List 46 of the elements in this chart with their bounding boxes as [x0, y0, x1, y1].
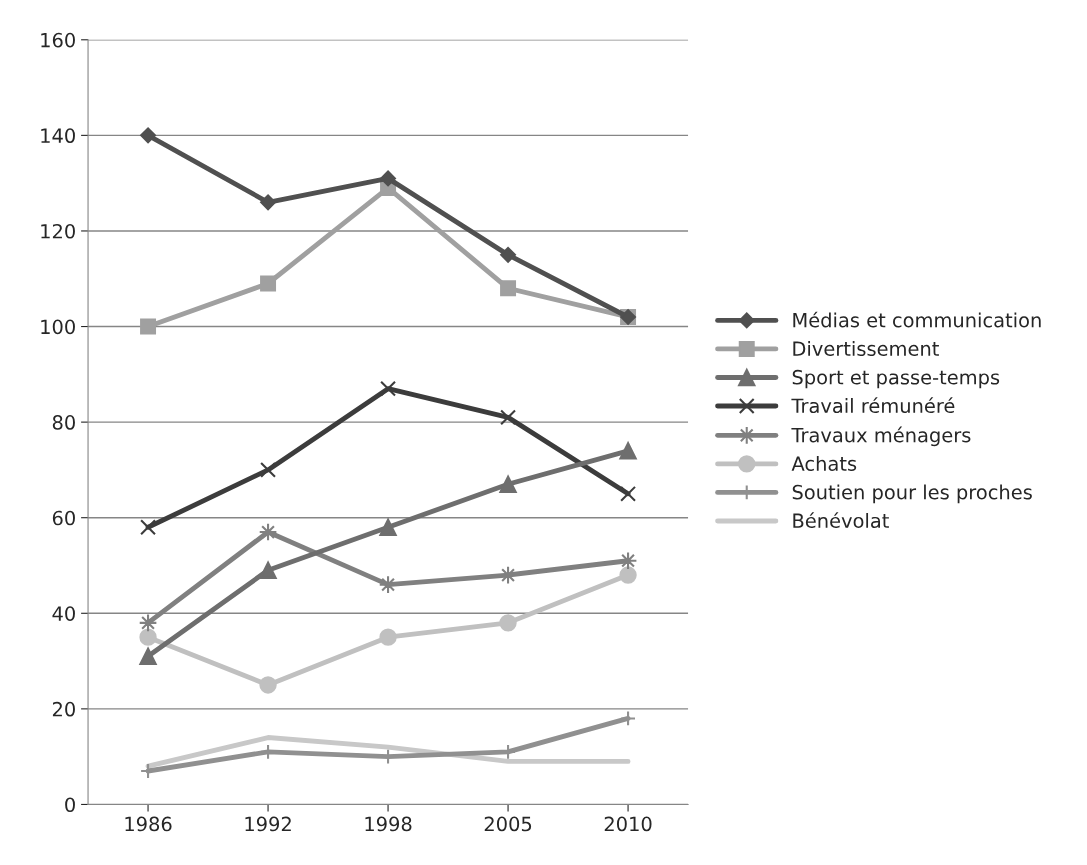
x-tick-label: 1998: [365, 816, 412, 832]
point: [260, 275, 277, 292]
y-tick-label: 80: [52, 415, 75, 430]
x-tick-label: 2010: [604, 816, 652, 832]
point: [380, 380, 397, 397]
point: [500, 246, 516, 263]
legend-label: Travaux ménagers: [791, 426, 971, 447]
legend-label: Sport et passe-temps: [792, 369, 1000, 389]
point: [619, 566, 637, 584]
legend-label: Achats: [791, 455, 857, 471]
point: [140, 127, 156, 144]
y-tick-label: 160: [41, 32, 75, 48]
point: [259, 676, 277, 694]
y-tick-label: 40: [52, 606, 75, 621]
point: [140, 318, 157, 335]
y-tick-label: 0: [65, 797, 75, 813]
point: [139, 647, 157, 665]
legend-label: Soutien pour les proches: [792, 484, 1032, 504]
point: [139, 628, 157, 646]
x-tick-label: 2005: [484, 816, 532, 832]
point: [620, 485, 637, 502]
point: [499, 475, 517, 493]
legend-label: Médias et communication: [793, 311, 1041, 328]
y-tick-label: 140: [41, 128, 75, 144]
point: [500, 280, 517, 297]
x-tick-label: 1986: [125, 816, 172, 832]
legend-label: Bénévolat: [793, 512, 889, 529]
point: [499, 614, 517, 632]
point: [260, 194, 276, 211]
point: [379, 518, 397, 536]
legend-label: Travail rémunéré: [791, 397, 955, 414]
point: [260, 461, 277, 478]
point: [259, 561, 277, 579]
y-tick-label: 60: [52, 510, 75, 526]
point: [380, 170, 396, 187]
point: [379, 628, 397, 646]
point: [619, 442, 637, 460]
point: [620, 710, 637, 727]
line-series: [145, 735, 631, 769]
y-tick-label: 120: [41, 223, 75, 239]
x-tick-label: 1992: [245, 816, 291, 832]
legend-label: Divertissement: [793, 340, 939, 357]
point: [500, 409, 517, 426]
y-tick-label: 100: [41, 319, 75, 335]
point: [140, 519, 157, 536]
y-tick-label: 20: [52, 701, 75, 717]
